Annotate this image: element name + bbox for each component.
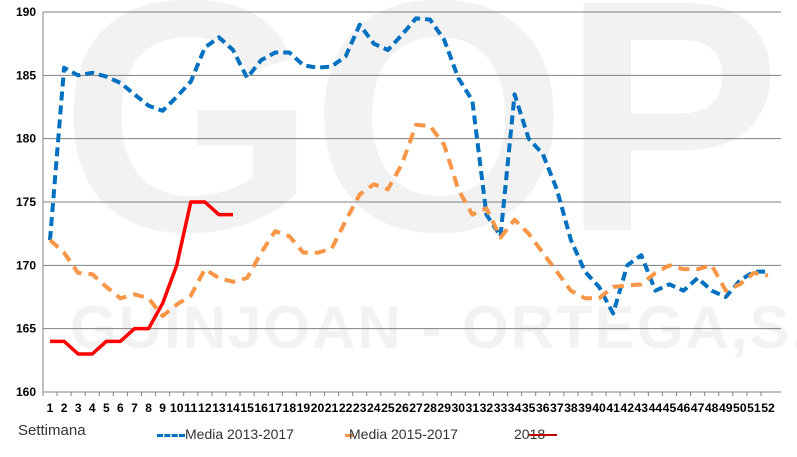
x-tick-label: 39 xyxy=(578,401,592,415)
x-tick-label: 3 xyxy=(75,401,82,415)
series-line-1 xyxy=(48,16,768,316)
x-tick-label: 48 xyxy=(705,401,719,415)
x-tick-label: 33 xyxy=(494,401,508,415)
x-tick-label: 26 xyxy=(395,401,409,415)
x-tick-label: 51 xyxy=(747,401,761,415)
x-tick-label: 16 xyxy=(254,401,268,415)
x-tick-label: 8 xyxy=(145,401,152,415)
x-tick-label: 45 xyxy=(663,401,677,415)
legend-label-2: Media 2015-2017 xyxy=(349,426,458,442)
x-tick-label: 28 xyxy=(423,401,437,415)
y-tick-label: 185 xyxy=(16,68,36,82)
y-tick-label: 160 xyxy=(16,385,36,399)
x-tick-label: 23 xyxy=(353,401,367,415)
watermark-logo: GOP xyxy=(60,0,781,300)
x-axis-label: Settimana xyxy=(18,422,86,439)
y-tick-label: 180 xyxy=(16,132,36,146)
x-tick-label: 27 xyxy=(409,401,423,415)
watermark-company: GUINJOAN - ORTEGA,S.L. xyxy=(70,294,797,361)
legend-swatch-3 xyxy=(529,434,558,437)
x-tick-label: 1 xyxy=(47,401,54,415)
x-tick-label: 22 xyxy=(339,401,353,415)
x-tick-label: 41 xyxy=(606,401,620,415)
x-tick-label: 6 xyxy=(117,401,124,415)
x-tick-label: 4 xyxy=(89,401,96,415)
x-tick-label: 52 xyxy=(761,401,775,415)
x-tick-label: 11 xyxy=(184,401,198,415)
x-tick-label: 24 xyxy=(367,401,381,415)
x-tick-label: 17 xyxy=(268,401,282,415)
x-tick-label: 7 xyxy=(131,401,138,415)
legend-swatch-1 xyxy=(157,433,185,437)
legend-swatch-2 xyxy=(345,433,353,437)
x-tick-label: 20 xyxy=(311,401,325,415)
x-tick-label: 14 xyxy=(226,401,240,415)
x-tick-label: 2 xyxy=(61,401,68,415)
x-tick-label: 5 xyxy=(103,401,110,415)
y-tick-label: 190 xyxy=(16,5,36,19)
x-tick-label: 9 xyxy=(159,401,166,415)
x-tick-label: 19 xyxy=(297,401,311,415)
series-line-3 xyxy=(50,200,234,356)
x-tick-label: 44 xyxy=(649,401,663,415)
x-tick-label: 13 xyxy=(212,401,226,415)
x-tick-label: 29 xyxy=(437,401,451,415)
x-tick-label: 34 xyxy=(508,401,522,415)
x-tick-label: 47 xyxy=(691,401,705,415)
x-tick-label: 30 xyxy=(451,401,465,415)
x-tick-label: 42 xyxy=(620,401,634,415)
x-tick-label: 49 xyxy=(719,401,733,415)
legend-item-2: Media 2015-2017 xyxy=(345,426,458,442)
x-tick-label: 40 xyxy=(592,401,606,415)
legend-item-1: Media 2013-2017 xyxy=(157,426,294,442)
y-tick-label: 165 xyxy=(16,322,36,336)
x-tick-label: 21 xyxy=(325,401,339,415)
x-tick-label: 38 xyxy=(564,401,578,415)
x-tick-label: 50 xyxy=(733,401,747,415)
x-tick-label: 32 xyxy=(480,401,494,415)
legend-item-3: 2018 xyxy=(514,426,558,442)
x-tick-label: 18 xyxy=(283,401,297,415)
x-tick-label: 36 xyxy=(536,401,550,415)
x-tick-label: 25 xyxy=(381,401,395,415)
x-tick-label: 46 xyxy=(677,401,691,415)
legend-label-3: 2018 xyxy=(514,426,546,442)
x-tick-label: 35 xyxy=(522,401,536,415)
x-tick-label: 43 xyxy=(635,401,649,415)
x-tick-label: 12 xyxy=(198,401,212,415)
legend-label-1: Media 2013-2017 xyxy=(185,426,294,442)
x-tick-label: 10 xyxy=(170,401,184,415)
x-tick-label: 15 xyxy=(240,401,254,415)
x-tick-label: 37 xyxy=(550,401,564,415)
y-tick-label: 170 xyxy=(16,258,36,272)
x-tick-label: 31 xyxy=(466,401,480,415)
series-line-2 xyxy=(48,122,769,318)
y-tick-label: 175 xyxy=(16,195,36,209)
